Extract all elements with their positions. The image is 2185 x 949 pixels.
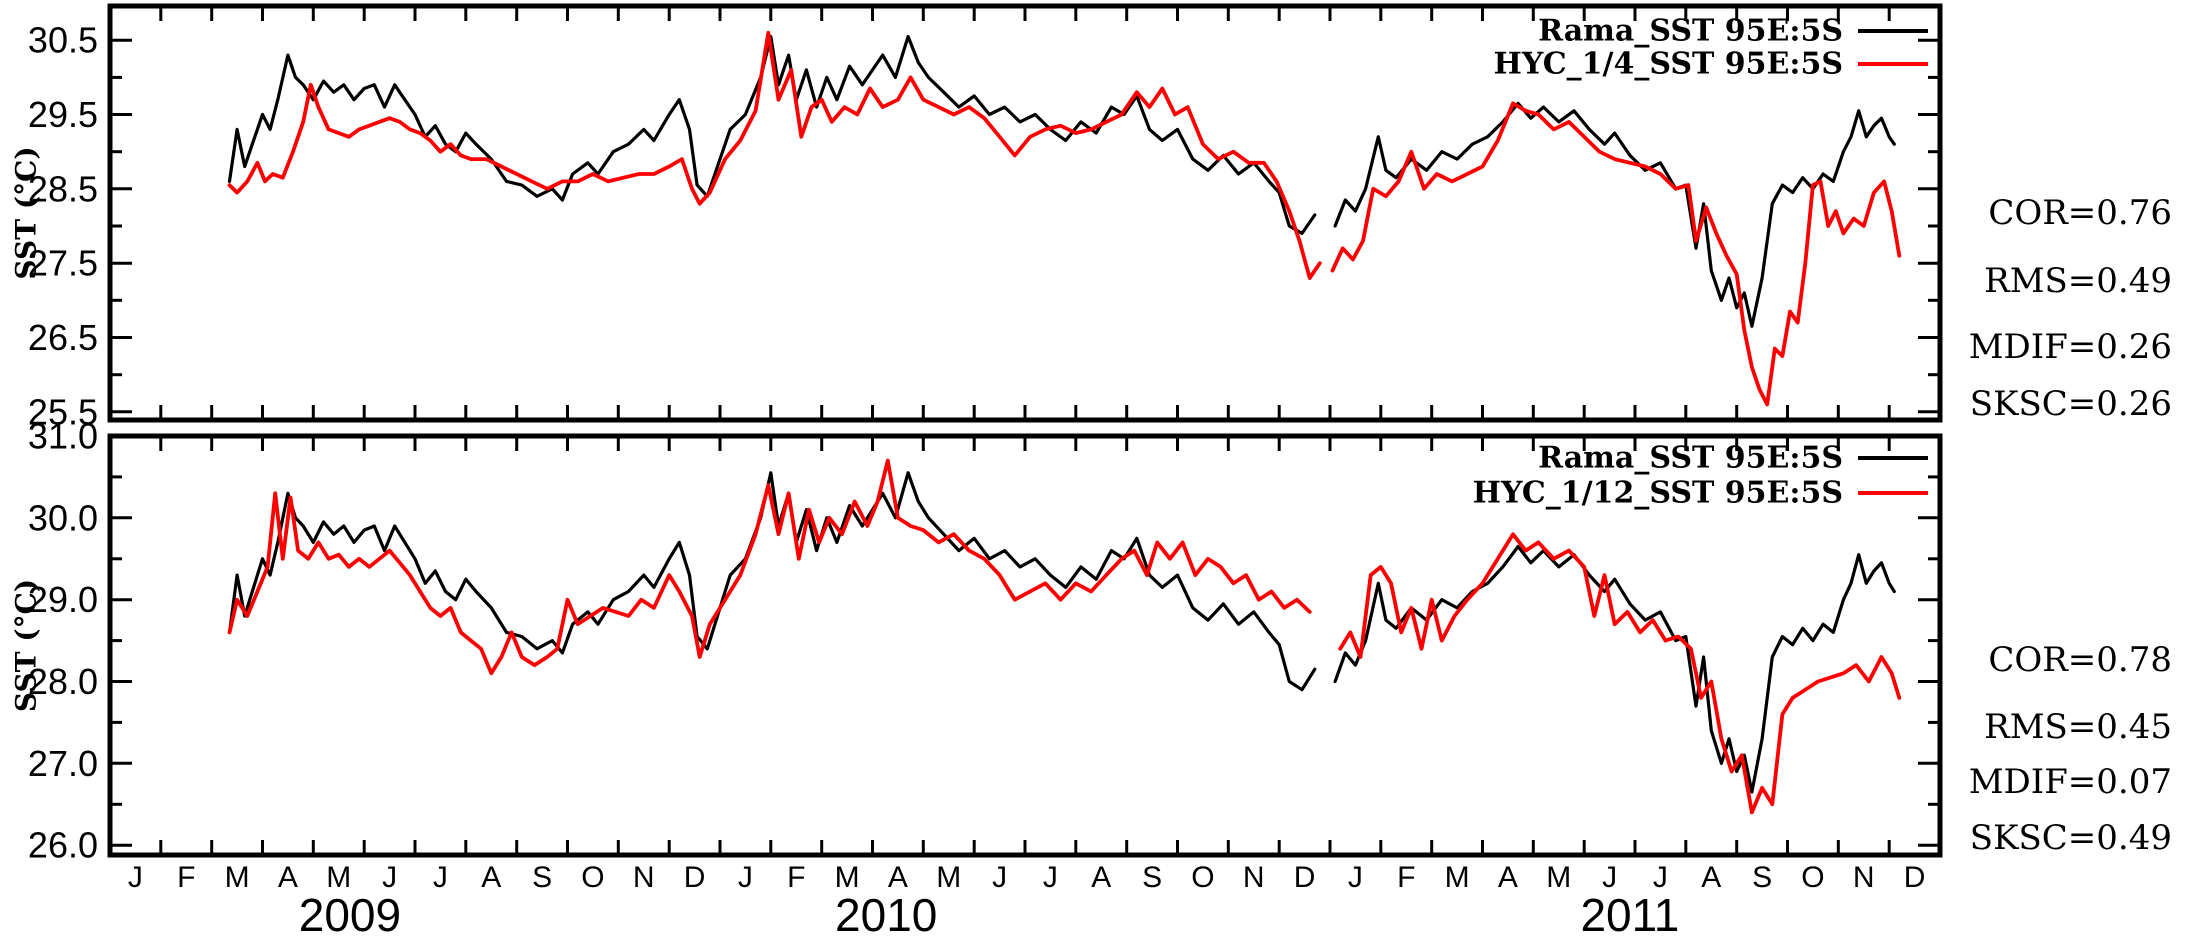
- y-tick-label: 28.5: [28, 168, 98, 209]
- x-ticks: [108, 8, 1942, 418]
- month-label: F: [787, 861, 805, 894]
- y-tick-label: 30.5: [28, 20, 98, 61]
- month-label: D: [684, 861, 706, 894]
- y-ticks: [112, 38, 1938, 414]
- month-label: J: [992, 861, 1007, 894]
- y-tick-label: 26.0: [28, 825, 98, 866]
- month-label: J: [1653, 861, 1668, 894]
- x-axis-labels: J F M A M J J A S O N D J F M A M J J A S O N D J F M A M J J A S O N D2009…: [128, 861, 1926, 941]
- month-label: F: [1397, 861, 1415, 894]
- panel-frame: [107, 433, 1943, 858]
- y-tick-label: 28.0: [28, 661, 98, 702]
- month-label: J: [1602, 861, 1617, 894]
- stat-sksc: SKSC=0.26: [1970, 384, 2172, 424]
- y-tick-label: 29.0: [28, 579, 98, 620]
- series-line-rama-sst: [227, 471, 1896, 794]
- month-label: J: [1043, 861, 1058, 894]
- series-line-hyc-1-4: [227, 30, 1902, 407]
- y-tick-label: 27.5: [28, 243, 98, 284]
- month-label: S: [1752, 861, 1772, 894]
- month-label: M: [225, 861, 250, 894]
- stat-cor: COR=0.78: [1988, 640, 2172, 680]
- y-tick-label: 26.5: [28, 317, 98, 358]
- y-tick-label: 27.0: [28, 743, 98, 784]
- y-tick-label: 29.5: [28, 94, 98, 135]
- month-label: N: [633, 861, 655, 894]
- y-ticks: [112, 434, 1938, 847]
- month-label: J: [382, 861, 397, 894]
- month-label: M: [936, 861, 961, 894]
- month-label: A: [1091, 861, 1111, 894]
- month-label: O: [1801, 861, 1824, 894]
- month-label: A: [481, 861, 501, 894]
- year-label: 2010: [835, 889, 937, 941]
- y-tick-label: 30.0: [28, 497, 98, 538]
- legend-label: Rama_SST 95E:5S: [1538, 441, 1843, 476]
- panel-bottom: 26.0 27.0 28.0 29.0 30.0 31.0 SST (°C) Rama_SST…: [10, 416, 2173, 866]
- month-label: A: [278, 861, 298, 894]
- legend-label: HYC_1/4_SST 95E:5S: [1494, 47, 1843, 82]
- series-line-hyc-1-12: [227, 458, 1902, 815]
- stat-rms: RMS=0.45: [1984, 707, 2172, 747]
- month-label: J: [1348, 861, 1363, 894]
- month-label: J: [128, 861, 143, 894]
- month-label: O: [1191, 861, 1214, 894]
- x-ticks: [108, 438, 1942, 853]
- y-axis-title: SST (°C): [10, 146, 43, 279]
- stat-mdif: MDIF=0.26: [1969, 327, 2172, 367]
- month-label: D: [1294, 861, 1316, 894]
- stat-sksc: SKSC=0.49: [1970, 818, 2172, 858]
- month-label: A: [1498, 861, 1518, 894]
- month-label: O: [581, 861, 604, 894]
- panel-frame: [107, 3, 1943, 423]
- stat-cor: COR=0.76: [1988, 193, 2172, 233]
- month-label: A: [888, 861, 908, 894]
- stat-mdif: MDIF=0.07: [1969, 762, 2172, 802]
- y-tick-label: 25.5: [28, 391, 98, 432]
- month-label: J: [433, 861, 448, 894]
- month-label: M: [1445, 861, 1470, 894]
- y-axis-title: SST (°C): [10, 579, 43, 712]
- year-label: 2011: [1580, 889, 1679, 941]
- month-label: D: [1904, 861, 1926, 894]
- month-label: F: [177, 861, 195, 894]
- legend-label: Rama_SST 95E:5S: [1538, 14, 1843, 49]
- year-label: 2009: [299, 889, 401, 941]
- month-label: S: [1142, 861, 1162, 894]
- panel-top: 25.5 26.5 27.5 28.5 29.5 30.5 SST (°C) Rama_SST…: [10, 3, 2172, 432]
- month-label: M: [326, 861, 351, 894]
- month-label: M: [1546, 861, 1571, 894]
- month-label: N: [1853, 861, 1875, 894]
- month-label: J: [738, 861, 753, 894]
- month-label: M: [835, 861, 860, 894]
- legend-label: HYC_1/12_SST 95E:5S: [1473, 476, 1843, 511]
- y-tick-label: 31.0: [28, 416, 98, 457]
- month-label: S: [532, 861, 552, 894]
- month-label: A: [1701, 861, 1721, 894]
- month-label: N: [1243, 861, 1265, 894]
- stat-rms: RMS=0.49: [1984, 261, 2172, 301]
